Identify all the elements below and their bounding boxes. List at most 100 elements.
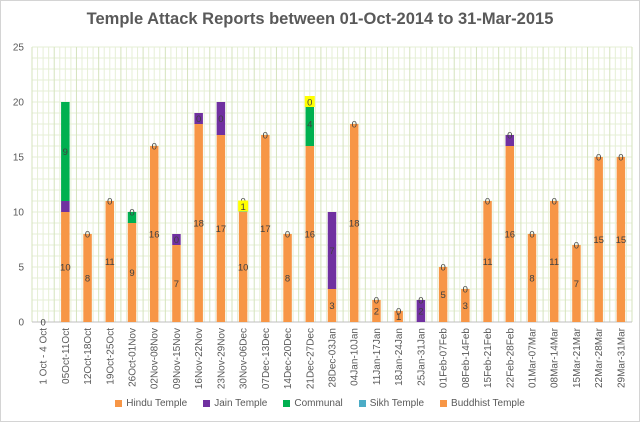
- bar-segment: [261, 135, 270, 322]
- bar-segment: [61, 102, 70, 201]
- data-label: 8: [529, 274, 534, 285]
- x-tick-label: 19Oct-25Oct: [105, 328, 116, 385]
- y-tick-label: 15: [13, 153, 25, 164]
- x-tick-label: 08Mar-14Mar: [550, 327, 561, 388]
- data-label: 0: [152, 142, 157, 153]
- bar-segment: [238, 212, 248, 322]
- x-tick-label: 15Feb-21Feb: [483, 328, 494, 388]
- data-label-highlight: [238, 200, 249, 212]
- data-label: 7: [574, 279, 579, 290]
- data-label: 7: [174, 279, 179, 290]
- bars: [61, 102, 626, 322]
- data-label: 0: [596, 153, 601, 164]
- data-label: 10: [238, 263, 249, 274]
- data-label: 4: [307, 120, 312, 131]
- x-tick-label: 05Oct-11Oct: [61, 328, 72, 384]
- data-label: 18: [349, 219, 360, 230]
- data-label: 0: [196, 114, 201, 125]
- x-tick-label: 28Dec-03Jan: [328, 328, 339, 387]
- legend-label: Sikh Temple: [369, 398, 425, 409]
- bar-segment: [505, 146, 515, 322]
- data-label: 10: [60, 263, 71, 274]
- x-tick-label: 26Oct-01Nov: [128, 328, 139, 387]
- x-tick-label: 12Oct-18Oct: [83, 328, 94, 385]
- bar-segment: [394, 311, 403, 322]
- data-label: 0: [485, 197, 490, 208]
- bar-segment: [194, 113, 203, 124]
- data-label: 0: [129, 208, 134, 219]
- data-label: 0: [529, 230, 534, 241]
- bar-segment: [549, 201, 559, 322]
- data-label: 7: [329, 246, 334, 257]
- data-label: 1: [240, 202, 245, 213]
- data-label-highlight: [304, 96, 315, 107]
- data-label: 1: [396, 312, 401, 323]
- data-label: 11: [105, 257, 115, 268]
- bar-segment: [216, 102, 226, 135]
- x-tick-label: 09Nov-15Nov: [172, 328, 183, 389]
- data-label: 8: [285, 274, 290, 285]
- data-label: 0: [552, 197, 557, 208]
- data-label: 0: [107, 197, 112, 208]
- bar-segment: [438, 267, 448, 322]
- data-label: 2: [374, 307, 379, 318]
- data-labels: 0109801109016070180170100117080164037180…: [40, 96, 626, 329]
- data-label: 0: [440, 263, 445, 274]
- data-label: 0: [307, 98, 312, 109]
- data-label: 0: [352, 120, 357, 131]
- bar-segment: [527, 234, 537, 322]
- data-label: 8: [85, 274, 90, 285]
- data-label: 3: [329, 301, 334, 312]
- chart-title: Temple Attack Reports between 01-Oct-201…: [86, 10, 554, 28]
- x-tick-label: 1 Oct - 4 Oct: [39, 328, 50, 385]
- x-tick-label: 01Feb-07Feb: [439, 328, 450, 388]
- x-tick-label: 25Jan-31Jan: [416, 328, 427, 386]
- data-label: 0: [463, 285, 468, 296]
- bar-segment: [572, 245, 581, 322]
- data-label: 9: [63, 147, 68, 158]
- data-label: 0: [263, 131, 268, 142]
- data-label: 15: [616, 235, 627, 246]
- data-label: 16: [149, 230, 160, 241]
- bar-segment: [283, 234, 292, 322]
- data-label: 2: [418, 307, 423, 318]
- bar-segment: [149, 146, 159, 322]
- x-tick-label: 16Nov-22Nov: [194, 328, 205, 389]
- y-tick-label: 25: [13, 43, 25, 54]
- bar-segment: [416, 300, 426, 322]
- legend-swatch: [440, 399, 448, 407]
- data-label: 11: [483, 257, 493, 268]
- data-label: 0: [418, 296, 423, 307]
- data-label: 11: [549, 257, 559, 268]
- data-label: 0: [618, 153, 623, 164]
- data-label: 3: [463, 301, 468, 312]
- x-tick-label: 08Feb-14Feb: [461, 328, 472, 388]
- bar-segment: [194, 124, 203, 322]
- bar-segment: [349, 124, 359, 322]
- x-tick-label: 30Nov-06Dec: [239, 328, 250, 389]
- data-label: 17: [260, 224, 271, 235]
- y-tick-label: 0: [18, 318, 24, 329]
- bar-segment: [372, 300, 381, 322]
- bar-segment: [105, 201, 115, 322]
- legend-swatch: [115, 399, 123, 407]
- data-label: 0: [85, 230, 90, 241]
- x-tick-label: 04Jan-10Jan: [350, 328, 361, 386]
- data-label: 17: [216, 224, 227, 235]
- legend-swatch: [203, 399, 211, 407]
- bar-segment: [127, 212, 137, 223]
- x-tick-label: 14Dec-20Dec: [283, 328, 294, 389]
- bar-segment: [172, 234, 181, 245]
- x-axis: 1 Oct - 4 Oct 05Oct-11Oct 12Oct-18Oct 19Oct…: [39, 327, 628, 389]
- bar-segment: [505, 135, 515, 146]
- data-label: 0: [218, 114, 223, 125]
- legend-item: Jain Temple: [203, 398, 267, 409]
- legend-label: Hindu Temple: [126, 398, 188, 409]
- y-tick-label: 10: [13, 208, 25, 219]
- data-label: 0: [574, 241, 579, 252]
- bar-segment: [461, 289, 470, 322]
- bar-segment: [305, 146, 315, 322]
- x-tick-label: 22Feb-28Feb: [505, 328, 516, 388]
- data-label: 0: [374, 296, 379, 307]
- legend: Hindu Temple Jain Temple Communal Sikh Temp…: [0, 398, 640, 409]
